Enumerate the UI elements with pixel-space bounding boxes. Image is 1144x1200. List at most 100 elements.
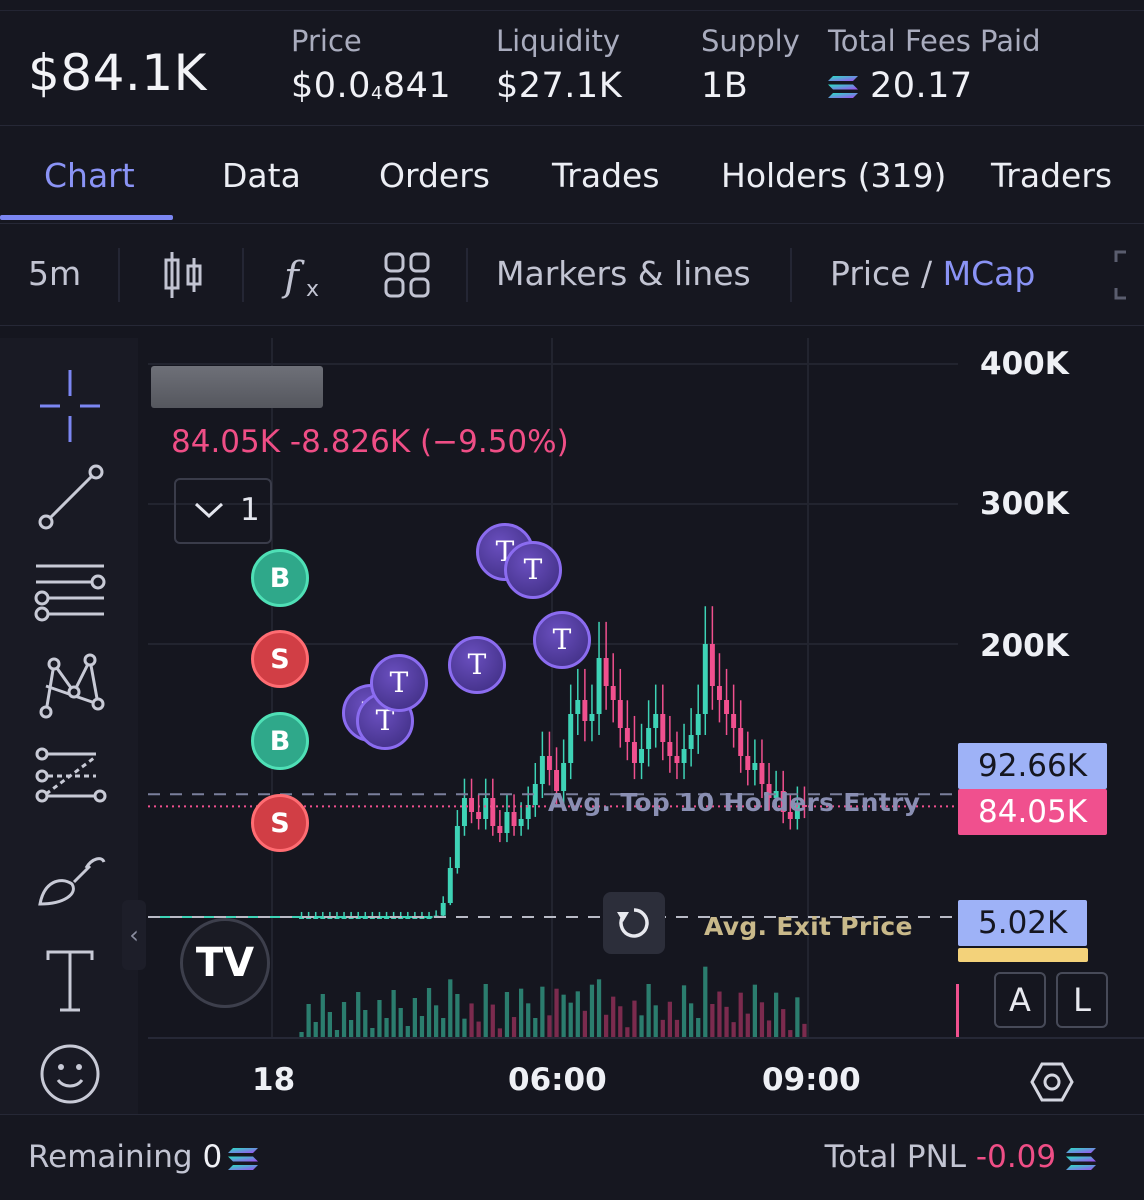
candle-body (575, 700, 581, 714)
solana-icon (1066, 1147, 1096, 1170)
candle-body (447, 868, 453, 903)
remaining-summary: Remaining 0 (28, 1139, 270, 1175)
layout-grid-icon[interactable] (380, 248, 434, 302)
tab-traders[interactable]: Traders (991, 156, 1113, 195)
fullscreen-icon[interactable] (1110, 248, 1144, 302)
fib-retracement-icon[interactable] (24, 734, 116, 814)
emoji-icon[interactable] (24, 1034, 116, 1114)
stat-value: $0.04841 (291, 66, 452, 106)
volume-bar (497, 1028, 502, 1038)
candle-body (624, 728, 630, 742)
volume-bar (710, 1004, 715, 1038)
volume-bar (781, 1009, 786, 1038)
volume-bar (448, 979, 453, 1038)
price-option[interactable]: Price (830, 254, 911, 293)
indicators-fx-icon[interactable]: f x (280, 248, 334, 302)
candle-body (759, 763, 765, 784)
series-collapse-button[interactable]: 1 (174, 478, 272, 544)
candle-body (653, 714, 659, 728)
horizontal-lines-icon[interactable] (24, 550, 116, 630)
volume-bar (526, 1003, 531, 1038)
pattern-tool-icon[interactable] (24, 642, 116, 722)
tab-data[interactable]: Data (222, 156, 301, 195)
interval-button[interactable]: 5m (28, 254, 82, 293)
trade-marker[interactable]: T (370, 654, 428, 712)
volume-bar (356, 992, 361, 1038)
volume-bar (419, 1016, 425, 1038)
volume-bar (618, 1006, 623, 1038)
trade-marker[interactable]: T (504, 541, 562, 599)
candle-body (483, 798, 489, 819)
avg-exit-price-label: Avg. Exit Price (704, 912, 913, 941)
volume-bar (476, 1021, 481, 1038)
volume-bar (568, 1002, 573, 1038)
collapse-sidebar-icon[interactable]: ‹ (122, 900, 146, 970)
volume-bar (306, 1004, 311, 1038)
volume-bar (341, 1002, 347, 1038)
volume-bar (731, 1022, 736, 1038)
active-tab-indicator (0, 215, 173, 220)
trade-marker[interactable]: T (533, 611, 591, 669)
stat-value: $27.1K (496, 66, 623, 106)
brush-icon[interactable] (24, 838, 116, 918)
markers-lines-button[interactable]: Markers & lines (496, 254, 751, 293)
tab-chart[interactable]: Chart (44, 156, 135, 195)
chart-canvas[interactable] (148, 338, 1144, 1114)
trade-marker[interactable]: T (448, 636, 506, 694)
exit-price-tag: 5.02K (958, 900, 1088, 946)
candle-body (603, 658, 609, 686)
tab-holders[interactable]: Holders (319) (721, 156, 947, 195)
sell-marker[interactable]: S (251, 794, 309, 852)
volume-bar (384, 1018, 389, 1038)
divider (0, 10, 1144, 11)
tradingview-logo[interactable]: TV (180, 918, 270, 1008)
volume-bar (504, 992, 510, 1038)
volume-bar (625, 1027, 630, 1038)
volume-bar (589, 984, 595, 1038)
candle-body (589, 714, 595, 721)
candle-body (532, 784, 538, 805)
sell-marker[interactable]: S (251, 630, 309, 688)
candle-body (504, 812, 510, 833)
buy-marker[interactable]: B (251, 549, 309, 607)
volume-bar (717, 991, 722, 1038)
volume-bar (313, 1022, 318, 1038)
price-chart[interactable]: 84.05K -8.826K (−9.50%) 1 400K 300K 200K… (148, 338, 1144, 1114)
stat-label: Liquidity (496, 24, 621, 58)
mcap-option[interactable]: MCap (942, 254, 1036, 293)
volume-bar (554, 988, 559, 1038)
crosshair-icon[interactable] (24, 366, 116, 446)
text-tool-icon[interactable] (24, 938, 116, 1018)
log-scale-button[interactable]: L (1056, 972, 1108, 1028)
trend-line-icon[interactable] (24, 458, 116, 538)
candle-body (617, 700, 623, 728)
reset-chart-button[interactable] (603, 892, 665, 954)
x-tick-label: 09:00 (762, 1062, 861, 1098)
candle-body (738, 728, 744, 756)
price-mcap-toggle[interactable]: Price / MCap (830, 254, 1035, 293)
auto-scale-button[interactable]: A (994, 972, 1046, 1028)
volume-bar (689, 1003, 694, 1038)
volume-bar (426, 988, 432, 1038)
x-tick-label: 06:00 (508, 1062, 607, 1098)
total-pnl-summary: Total PNL -0.09 (825, 1139, 1096, 1175)
stat-label: Total Fees Paid (828, 24, 1041, 58)
avg-top10-entry-label: Avg. Top 10 Holders Entry (548, 788, 921, 817)
remaining-value: 0 (202, 1139, 223, 1175)
buy-marker[interactable]: B (251, 712, 309, 770)
stat-value: 1B (701, 66, 749, 106)
tab-trades[interactable]: Trades (552, 156, 660, 195)
volume-bar (434, 1005, 439, 1038)
volume-bar (788, 1030, 793, 1038)
tab-orders[interactable]: Orders (379, 156, 490, 195)
chart-settings-icon[interactable] (1028, 1058, 1076, 1106)
volume-bar (455, 994, 460, 1038)
volume-bar (632, 1000, 637, 1038)
svg-text:x: x (306, 277, 319, 302)
candle-body (518, 819, 524, 826)
ohlc-readout: 84.05K -8.826K (−9.50%) (171, 424, 569, 460)
candle-body (716, 686, 722, 700)
candlestick-type-icon[interactable] (156, 248, 210, 302)
candle-body (546, 756, 552, 770)
volume-bar (412, 998, 417, 1038)
